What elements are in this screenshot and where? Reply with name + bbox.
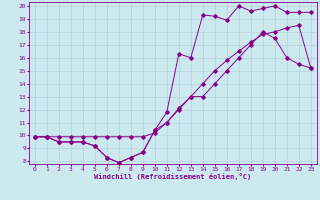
- X-axis label: Windchill (Refroidissement éolien,°C): Windchill (Refroidissement éolien,°C): [94, 173, 252, 180]
